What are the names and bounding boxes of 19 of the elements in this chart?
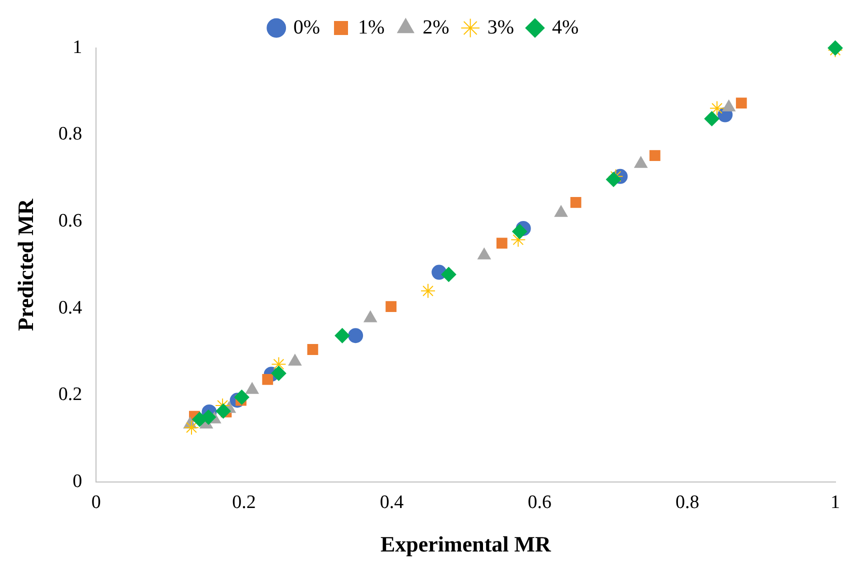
y-tick-label: 0.4 (58, 297, 83, 318)
y-axis-title: Predicted MR (12, 198, 38, 331)
x-tick-label: 1 (830, 492, 840, 514)
y-tick-label: 0 (72, 470, 82, 492)
legend-label: 4% (552, 16, 579, 38)
legend-label: 2% (422, 16, 450, 38)
legend-label: 1% (358, 16, 385, 38)
x-tick-label: 0.4 (380, 492, 404, 514)
x-tick-label: 0.6 (528, 492, 552, 514)
legend-label: 3% (487, 16, 514, 38)
x-tick-label: 0.2 (232, 492, 256, 514)
x-tick-label: 0 (91, 492, 101, 514)
legend-label: 0% (293, 16, 320, 38)
y-tick-label: 0.8 (58, 124, 82, 145)
x-tick-label: 0.8 (676, 492, 700, 514)
y-tick-label: 0.6 (58, 210, 82, 232)
y-tick-label: 1 (72, 36, 82, 58)
y-tick-label: 0.2 (58, 384, 82, 406)
x-axis-title: Experimental MR (380, 531, 552, 556)
